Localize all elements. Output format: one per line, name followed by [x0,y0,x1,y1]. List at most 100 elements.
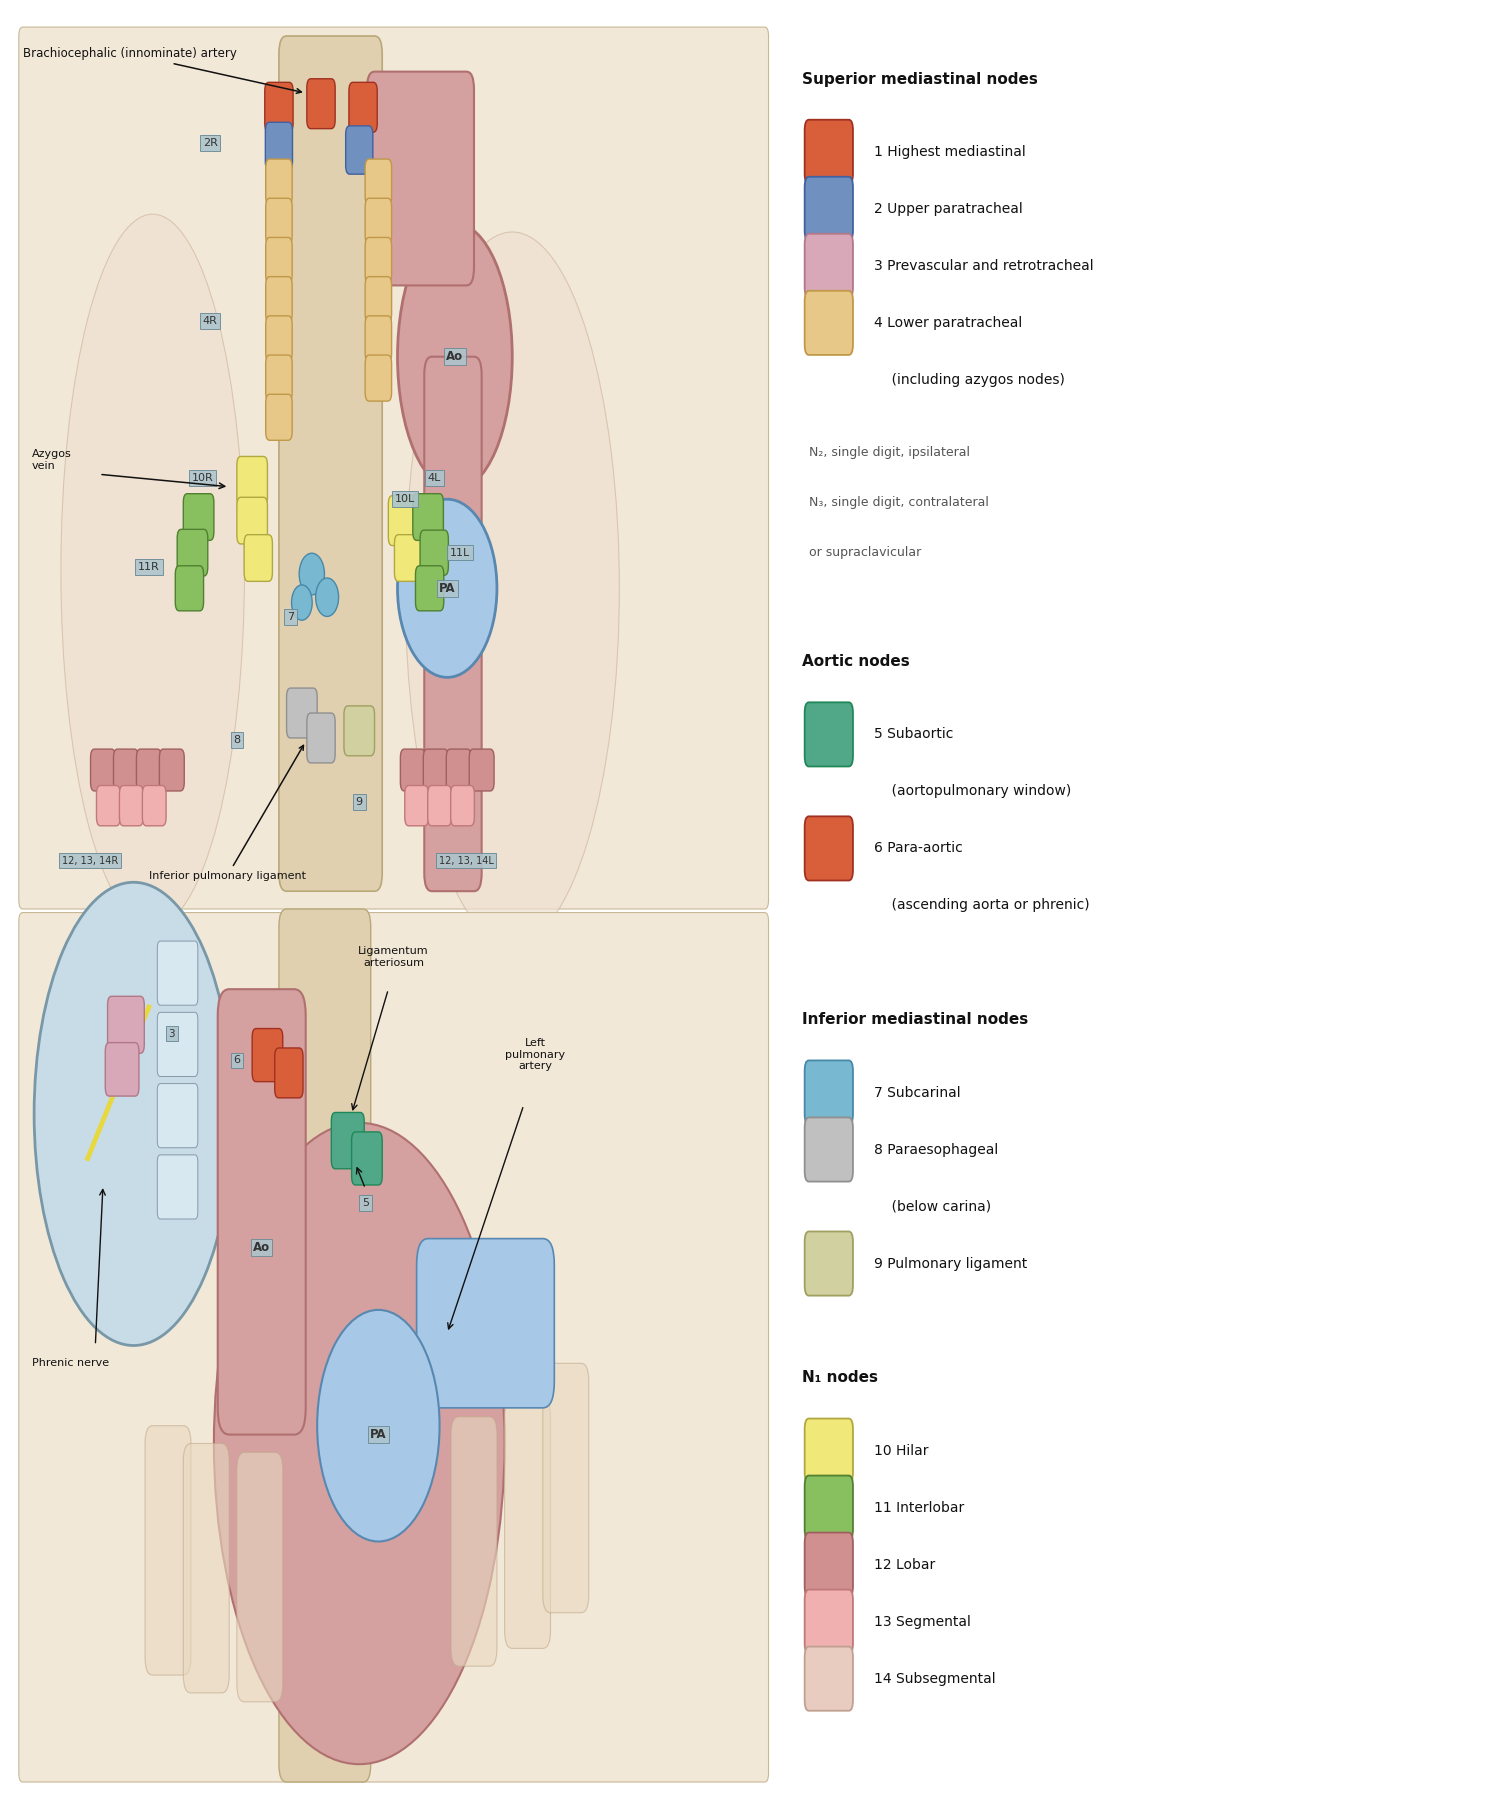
FancyBboxPatch shape [447,749,471,791]
Text: (aortopulmonary window): (aortopulmonary window) [874,784,1071,798]
Text: 12, 13, 14L: 12, 13, 14L [440,856,494,865]
FancyBboxPatch shape [804,235,853,298]
FancyBboxPatch shape [136,749,162,791]
Ellipse shape [214,1124,504,1763]
Text: Ao: Ao [447,351,464,364]
FancyBboxPatch shape [159,749,184,791]
FancyBboxPatch shape [183,494,214,540]
Text: (ascending aorta or phrenic): (ascending aorta or phrenic) [874,898,1090,913]
Text: Superior mediastinal nodes: Superior mediastinal nodes [802,71,1038,87]
FancyBboxPatch shape [176,565,204,611]
FancyBboxPatch shape [244,534,273,582]
Circle shape [398,224,512,491]
Text: 5: 5 [362,1198,369,1207]
Text: 12, 13, 14R: 12, 13, 14R [62,856,118,865]
Text: 11 Interlobar: 11 Interlobar [874,1500,965,1514]
Text: PA: PA [370,1429,387,1442]
FancyBboxPatch shape [237,498,267,544]
FancyBboxPatch shape [804,1231,853,1296]
FancyBboxPatch shape [266,158,292,205]
Text: Left
pulmonary
artery: Left pulmonary artery [506,1038,566,1071]
FancyBboxPatch shape [804,1060,853,1125]
FancyBboxPatch shape [158,942,198,1005]
FancyBboxPatch shape [364,198,392,244]
Text: 4 Lower paratracheal: 4 Lower paratracheal [874,316,1023,329]
Ellipse shape [316,1309,440,1542]
FancyBboxPatch shape [804,1418,853,1483]
FancyBboxPatch shape [804,816,853,880]
FancyBboxPatch shape [20,913,768,1782]
FancyBboxPatch shape [142,785,166,825]
Text: 3: 3 [168,1029,176,1038]
Text: 7 Subcarinal: 7 Subcarinal [874,1085,962,1100]
FancyBboxPatch shape [266,122,292,171]
FancyBboxPatch shape [416,565,444,611]
FancyBboxPatch shape [266,395,292,440]
FancyBboxPatch shape [368,71,474,285]
Text: 12 Lobar: 12 Lobar [874,1558,936,1571]
FancyBboxPatch shape [364,158,392,205]
FancyBboxPatch shape [400,749,424,791]
Text: 10R: 10R [192,473,213,484]
FancyBboxPatch shape [114,749,138,791]
FancyBboxPatch shape [804,702,853,767]
FancyBboxPatch shape [504,1400,550,1649]
FancyBboxPatch shape [364,276,392,324]
FancyBboxPatch shape [266,276,292,324]
Text: 8: 8 [234,734,240,745]
Text: 13 Segmental: 13 Segmental [874,1614,971,1629]
Text: Aortic nodes: Aortic nodes [802,654,909,669]
FancyBboxPatch shape [266,238,292,284]
Text: PA: PA [440,582,456,594]
Text: 6: 6 [234,1056,240,1065]
Text: 5 Subaortic: 5 Subaortic [874,727,954,742]
Text: 2R: 2R [202,138,217,147]
FancyBboxPatch shape [286,687,316,738]
FancyBboxPatch shape [364,316,392,362]
FancyBboxPatch shape [274,1047,303,1098]
Text: 6 Para-aortic: 6 Para-aortic [874,842,963,856]
FancyBboxPatch shape [308,713,334,764]
FancyBboxPatch shape [279,909,370,1782]
FancyBboxPatch shape [105,1044,140,1096]
FancyBboxPatch shape [96,785,120,825]
FancyBboxPatch shape [108,996,144,1053]
FancyBboxPatch shape [266,355,292,402]
FancyBboxPatch shape [388,496,418,545]
Text: 9: 9 [356,796,363,807]
FancyBboxPatch shape [252,1029,282,1082]
Circle shape [34,882,232,1345]
Ellipse shape [291,585,312,620]
FancyBboxPatch shape [804,1118,853,1182]
Text: 10 Hilar: 10 Hilar [874,1443,928,1458]
Text: 11R: 11R [138,562,159,573]
Ellipse shape [298,553,324,594]
Text: Azygos
vein: Azygos vein [32,449,72,471]
Text: 1 Highest mediastinal: 1 Highest mediastinal [874,145,1026,158]
FancyBboxPatch shape [351,1133,382,1185]
FancyBboxPatch shape [237,1453,282,1702]
Ellipse shape [62,215,244,927]
FancyBboxPatch shape [266,82,292,133]
FancyBboxPatch shape [804,1533,853,1596]
Ellipse shape [398,500,496,678]
FancyBboxPatch shape [804,1647,853,1711]
Text: or supraclavicular: or supraclavicular [808,545,921,558]
Text: Ligamentum
arteriosum: Ligamentum arteriosum [358,947,429,967]
FancyBboxPatch shape [177,529,209,576]
FancyBboxPatch shape [158,1013,198,1076]
Text: 10L: 10L [394,494,416,504]
FancyBboxPatch shape [804,1589,853,1654]
FancyBboxPatch shape [266,198,292,244]
FancyBboxPatch shape [90,749,116,791]
Text: 4R: 4R [202,316,217,325]
FancyBboxPatch shape [345,125,374,175]
FancyBboxPatch shape [364,238,392,284]
Text: Phrenic nerve: Phrenic nerve [32,1358,109,1369]
Text: Brachiocephalic (innominate) artery: Brachiocephalic (innominate) artery [22,47,302,93]
Text: (including azygos nodes): (including azygos nodes) [874,373,1065,387]
Text: 4L: 4L [427,473,441,484]
FancyBboxPatch shape [804,291,853,355]
FancyBboxPatch shape [308,78,334,129]
Text: 3 Prevascular and retrotracheal: 3 Prevascular and retrotracheal [874,258,1094,273]
